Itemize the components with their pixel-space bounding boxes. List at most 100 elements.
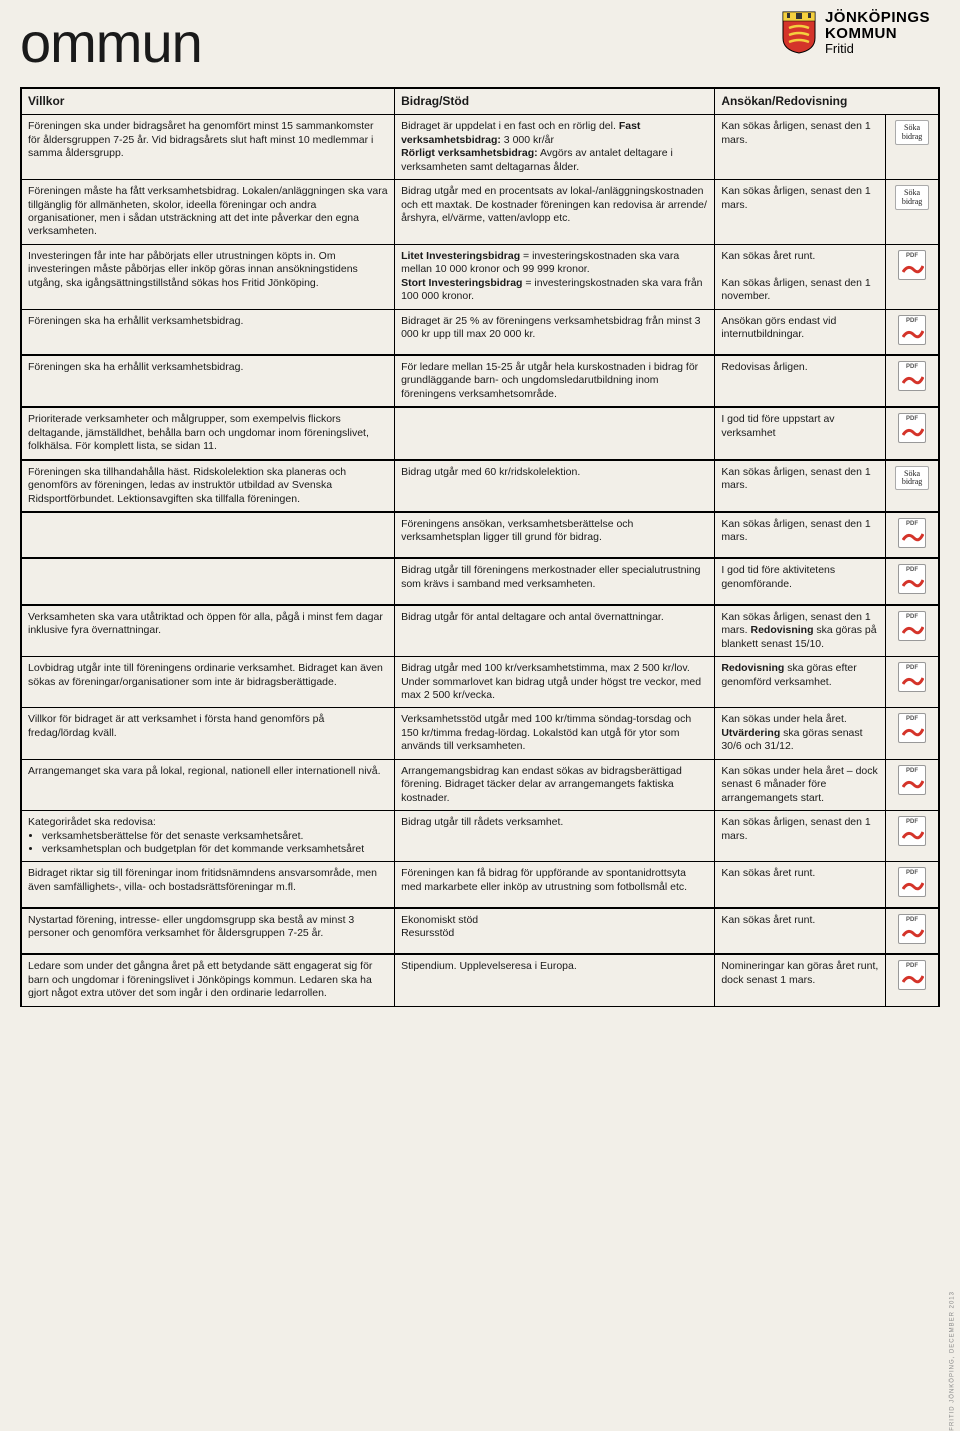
table-row: Villkor för bidraget är att verksamhet i…	[21, 708, 939, 759]
cell-bidrag	[395, 407, 715, 459]
cell-villkor: Arrangemanget ska vara på lokal, regiona…	[21, 759, 395, 810]
shield-icon	[781, 10, 817, 54]
cell-villkor: Kategorirådet ska redovisa:verksamhetsbe…	[21, 811, 395, 862]
cell-ansokan: Kan sökas årligen, senast den 1 mars.	[715, 180, 886, 245]
table-row: Ledare som under det gångna året på ett …	[21, 954, 939, 1006]
table-row: Föreningen ska ha erhållit verksamhetsbi…	[21, 309, 939, 355]
cell-bidrag: Verksamhetsstöd utgår med 100 kr/timma s…	[395, 708, 715, 759]
cell-ansokan: Kan sökas årligen, senast den 1 mars.	[715, 460, 886, 512]
soka-bidrag-icon[interactable]: Söka bidrag	[895, 120, 929, 145]
cell-villkor: Nystartad förening, intresse- eller ungd…	[21, 908, 395, 954]
table-row: Bidraget riktar sig till föreningar inom…	[21, 862, 939, 908]
pdf-icon[interactable]	[898, 518, 926, 548]
cell-bidrag: Bidrag utgår till föreningens merkostnad…	[395, 558, 715, 604]
cell-villkor: Villkor för bidraget är att verksamhet i…	[21, 708, 395, 759]
cell-bidrag: Bidrag utgår med 60 kr/ridskolelektion.	[395, 460, 715, 512]
pdf-icon[interactable]	[898, 867, 926, 897]
logo-line1: JÖNKÖPINGS	[825, 10, 930, 26]
pdf-icon[interactable]	[898, 611, 926, 641]
cell-icon	[886, 558, 939, 604]
cell-bidrag: Föreningen kan få bidrag för uppförande …	[395, 862, 715, 908]
table-row: Föreningen måste ha fått verksamhetsbidr…	[21, 180, 939, 245]
table-row: Föreningens ansökan, verksamhetsberättel…	[21, 512, 939, 558]
pdf-icon[interactable]	[898, 765, 926, 795]
cell-villkor: Föreningen måste ha fått verksamhetsbidr…	[21, 180, 395, 245]
table-row: Föreningen ska ha erhållit verksamhetsbi…	[21, 355, 939, 407]
cell-villkor: Föreningen ska tillhandahålla häst. Rids…	[21, 460, 395, 512]
cell-ansokan: I god tid före uppstart av verksamhet	[715, 407, 886, 459]
table-row: Investeringen får inte har påbörjats ell…	[21, 244, 939, 309]
cell-icon	[886, 862, 939, 908]
table-row: Arrangemanget ska vara på lokal, regiona…	[21, 759, 939, 810]
cell-villkor: Bidraget riktar sig till föreningar inom…	[21, 862, 395, 908]
pdf-icon[interactable]	[898, 914, 926, 944]
cell-villkor: Föreningen ska ha erhållit verksamhetsbi…	[21, 309, 395, 355]
cell-icon	[886, 407, 939, 459]
cell-villkor: Lovbidrag utgår inte till föreningens or…	[21, 657, 395, 708]
cell-villkor: Föreningen ska ha erhållit verksamhetsbi…	[21, 355, 395, 407]
pdf-icon[interactable]	[898, 250, 926, 280]
pdf-icon[interactable]	[898, 315, 926, 345]
col-bidrag: Bidrag/Stöd	[395, 88, 715, 115]
cell-villkor: Föreningen ska under bidragsåret ha geno…	[21, 115, 395, 180]
cell-ansokan: Kan sökas årligen, senast den 1 mars. Re…	[715, 605, 886, 657]
cell-ansokan: Kan sökas året runt.	[715, 908, 886, 954]
cell-ansokan: Kan sökas årligen, senast den 1 mars.	[715, 811, 886, 862]
cell-icon	[886, 811, 939, 862]
table-header-row: Villkor Bidrag/Stöd Ansökan/Redovisning	[21, 88, 939, 115]
cell-icon	[886, 954, 939, 1006]
cell-bidrag: Bidrag utgår till rådets verksamhet.	[395, 811, 715, 862]
cell-icon	[886, 309, 939, 355]
cell-icon	[886, 908, 939, 954]
pdf-icon[interactable]	[898, 713, 926, 743]
cell-bidrag: För ledare mellan 15-25 år utgår hela ku…	[395, 355, 715, 407]
cell-icon	[886, 657, 939, 708]
cell-bidrag: Litet Investeringsbidrag = investeringsk…	[395, 244, 715, 309]
cell-villkor	[21, 558, 395, 604]
soka-bidrag-icon[interactable]: Söka bidrag	[895, 185, 929, 210]
cell-bidrag: Bidrag utgår med 100 kr/verksamhetstimma…	[395, 657, 715, 708]
logo-sub: Fritid	[825, 42, 930, 56]
table-row: Kategorirådet ska redovisa:verksamhetsbe…	[21, 811, 939, 862]
cell-ansokan: Redovisas årligen.	[715, 355, 886, 407]
cell-icon	[886, 512, 939, 558]
cell-icon: Söka bidrag	[886, 460, 939, 512]
cell-icon	[886, 605, 939, 657]
cell-ansokan: I god tid före aktivitetens genomförande…	[715, 558, 886, 604]
pdf-icon[interactable]	[898, 564, 926, 594]
cell-ansokan: Kan sökas året runt.Kan sökas årligen, s…	[715, 244, 886, 309]
page-title: ommun	[20, 10, 202, 75]
cell-ansokan: Kan sökas under hela året – dock senast …	[715, 759, 886, 810]
soka-bidrag-icon[interactable]: Söka bidrag	[895, 466, 929, 491]
cell-ansokan: Redovisning ska göras efter genomförd ve…	[715, 657, 886, 708]
table-row: Bidrag utgår till föreningens merkostnad…	[21, 558, 939, 604]
pdf-icon[interactable]	[898, 960, 926, 990]
grants-table: Villkor Bidrag/Stöd Ansökan/Redovisning …	[20, 87, 940, 1007]
page-header: ommun JÖNKÖPINGS KOMMUN Fritid	[0, 0, 960, 75]
cell-ansokan: Nomineringar kan göras året runt, dock s…	[715, 954, 886, 1006]
logo: JÖNKÖPINGS KOMMUN Fritid	[781, 10, 930, 55]
cell-bidrag: Arrangemangsbidrag kan endast sökas av b…	[395, 759, 715, 810]
cell-icon: Söka bidrag	[886, 115, 939, 180]
table-row: Nystartad förening, intresse- eller ungd…	[21, 908, 939, 954]
cell-ansokan: Ansökan görs endast vid internutbildning…	[715, 309, 886, 355]
cell-villkor: Prioriterade verksamheter och målgrupper…	[21, 407, 395, 459]
footer-note: FRITID JÖNKÖPING, DECEMBER 2013	[950, 1291, 956, 1431]
pdf-icon[interactable]	[898, 662, 926, 692]
pdf-icon[interactable]	[898, 413, 926, 443]
cell-villkor: Ledare som under det gångna året på ett …	[21, 954, 395, 1006]
col-ansokan: Ansökan/Redovisning	[715, 88, 939, 115]
pdf-icon[interactable]	[898, 816, 926, 846]
cell-bidrag: Stipendium. Upplevelseresa i Europa.	[395, 954, 715, 1006]
table-row: Föreningen ska tillhandahålla häst. Rids…	[21, 460, 939, 512]
cell-ansokan: Kan sökas under hela året. Utvärdering s…	[715, 708, 886, 759]
cell-icon	[886, 708, 939, 759]
cell-icon: Söka bidrag	[886, 180, 939, 245]
logo-line2: KOMMUN	[825, 26, 930, 42]
cell-bidrag: Bidraget är 25 % av föreningens verksamh…	[395, 309, 715, 355]
cell-bidrag: Bidrag utgår med en procentsats av lokal…	[395, 180, 715, 245]
cell-villkor	[21, 512, 395, 558]
cell-villkor: Verksamheten ska vara utåtriktad och öpp…	[21, 605, 395, 657]
pdf-icon[interactable]	[898, 361, 926, 391]
cell-bidrag: Bidraget är uppdelat i en fast och en rö…	[395, 115, 715, 180]
